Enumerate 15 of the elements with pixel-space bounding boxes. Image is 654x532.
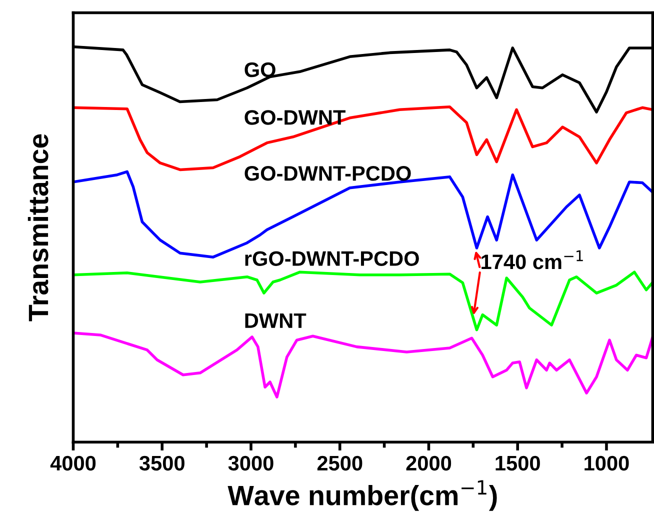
annotation: 1740 cm$^{−1}$ bbox=[482, 250, 583, 270]
x-tick-label: 2500 bbox=[317, 456, 362, 471]
series-label: GO bbox=[244, 62, 276, 78]
x-tick-label: 1500 bbox=[496, 456, 540, 471]
x-tick-label: 1000 bbox=[584, 456, 629, 471]
x-tick-label: 3000 bbox=[228, 456, 274, 471]
x-axis-title: Wave number(cm$^{−1}$) bbox=[228, 480, 497, 511]
x-tick-label: 3500 bbox=[139, 456, 184, 471]
series-label: DWNT bbox=[245, 313, 306, 328]
series-label: rGO-DWNT-PCDO bbox=[245, 251, 419, 266]
y-axis-title: Transmittance bbox=[28, 134, 48, 322]
series-label: GO-DWNT bbox=[244, 110, 346, 125]
x-tick-label: 4000 bbox=[50, 456, 96, 471]
series-label: GO-DWNT-PCDO bbox=[244, 166, 411, 181]
x-tick-label: 2000 bbox=[406, 456, 452, 471]
